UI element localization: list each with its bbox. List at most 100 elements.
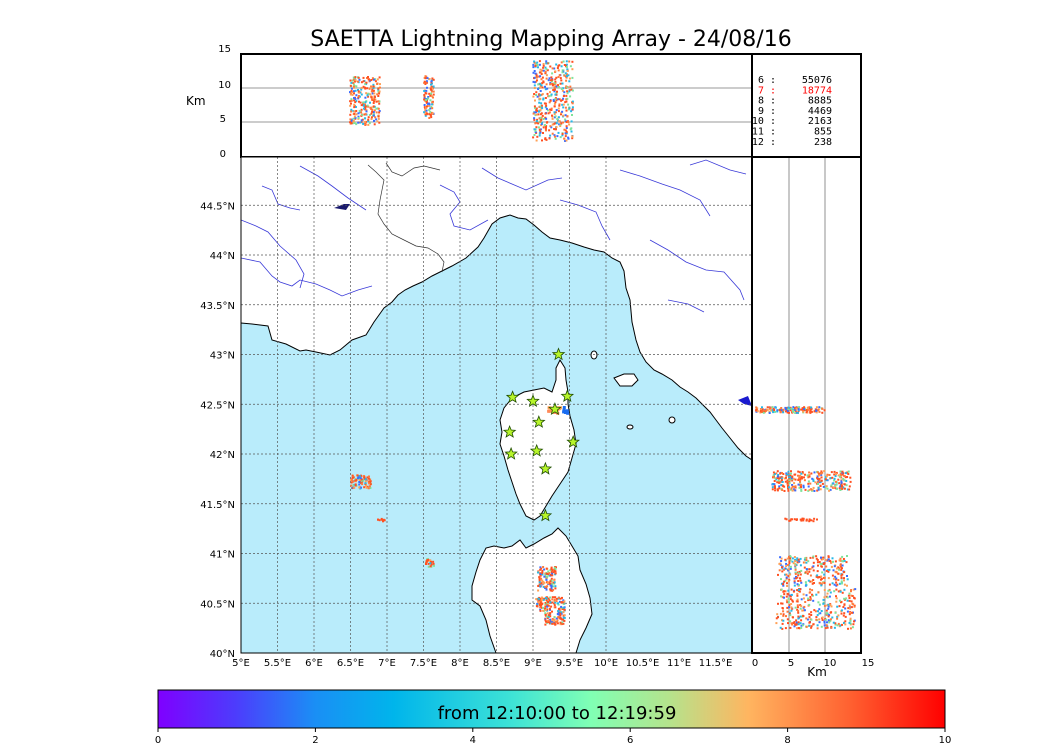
lightning-point (360, 86, 363, 89)
lightning-point (546, 69, 549, 72)
lightning-point (824, 559, 827, 562)
lightning-point (364, 106, 366, 109)
lightning-point (795, 577, 798, 580)
lightning-point (806, 474, 809, 477)
lightning-point (833, 626, 836, 629)
lightning-point (550, 109, 553, 111)
lightning-point (849, 627, 852, 630)
lightning-point (826, 487, 829, 490)
station-count-value: 55076 (802, 75, 832, 86)
lightning-point (536, 118, 539, 121)
lightning-point (350, 99, 353, 102)
lightning-point (353, 90, 355, 93)
lightning-point (551, 123, 554, 126)
lightning-point (803, 408, 805, 410)
map-panel (240, 156, 753, 654)
lightning-point (535, 76, 538, 79)
lightning-point (840, 576, 843, 579)
lightning-point (848, 599, 851, 602)
lightning-point (795, 575, 797, 578)
lightning-point (541, 114, 544, 117)
lightning-point (788, 579, 791, 581)
lightning-point (534, 63, 537, 66)
lightning-point (544, 112, 547, 115)
lightning-point (550, 571, 553, 573)
lightning-point (358, 478, 361, 480)
lightning-point (566, 97, 569, 100)
lightning-point (564, 114, 567, 117)
lightning-point (559, 123, 562, 126)
lightning-point (358, 483, 361, 486)
lightning-point (350, 122, 353, 125)
lightning-point (532, 63, 535, 66)
lightning-point (568, 107, 571, 110)
lightning-point (766, 406, 769, 409)
lightning-point (549, 615, 552, 618)
lightning-point (786, 582, 788, 585)
lightning-point (366, 87, 369, 90)
lightning-point (837, 590, 840, 593)
lightning-point (432, 78, 435, 81)
lightning-point (762, 411, 765, 414)
lightning-point (361, 483, 364, 486)
lightning-point (376, 82, 379, 85)
lightning-point (372, 85, 375, 88)
lightning-point (799, 475, 802, 478)
lightning-point (776, 477, 779, 479)
lightning-point (547, 409, 551, 413)
lightning-point (793, 577, 796, 580)
lightning-point (369, 93, 372, 96)
lightning-point (780, 484, 783, 486)
lightning-point (793, 409, 796, 411)
lightning-point (557, 86, 560, 88)
lightning-point (781, 619, 783, 622)
lightning-point (840, 582, 843, 585)
lightning-point (369, 481, 372, 484)
lightning-point (846, 578, 849, 581)
lightning-point (801, 408, 804, 411)
lightning-point (544, 66, 547, 69)
lightning-point (565, 109, 568, 112)
lightning-point (812, 478, 815, 481)
lightning-point (561, 134, 564, 137)
lightning-point (839, 565, 842, 568)
lightning-point (790, 608, 793, 611)
lightning-point (796, 606, 799, 609)
lightning-point (780, 409, 783, 412)
lightning-point (432, 96, 434, 99)
lightning-point (851, 602, 854, 605)
lightning-point (792, 616, 794, 619)
lightning-point (799, 477, 802, 480)
lightning-point (376, 78, 379, 81)
lightning-point (424, 109, 427, 112)
lightning-point (774, 410, 776, 413)
lightning-point (775, 472, 778, 475)
lightning-point (848, 604, 851, 607)
lightning-point (542, 606, 544, 609)
lightning-point (847, 607, 850, 610)
lightning-point (785, 472, 788, 475)
lightning-point (792, 406, 795, 409)
lightning-point (780, 477, 783, 480)
lightning-point (800, 488, 803, 491)
lightning-point (789, 567, 792, 570)
lightning-point (560, 111, 563, 114)
lightning-point (546, 605, 549, 608)
lightning-point (369, 101, 371, 104)
lightning-point (353, 115, 356, 118)
lightning-point (550, 568, 553, 571)
lightning-point (838, 568, 841, 571)
station-count-value: 238 (814, 137, 832, 148)
lightning-point (784, 627, 787, 630)
lightning-point (836, 567, 838, 570)
lightning-point (823, 582, 826, 584)
lightning-point (784, 408, 787, 411)
lightning-point (369, 79, 372, 82)
lightning-point (559, 609, 562, 612)
lightning-point (829, 618, 832, 621)
lightning-point (571, 60, 574, 63)
station-star-icon (538, 508, 553, 522)
lightning-point (571, 102, 574, 105)
lightning-point (841, 567, 843, 570)
lightning-point (537, 122, 540, 125)
